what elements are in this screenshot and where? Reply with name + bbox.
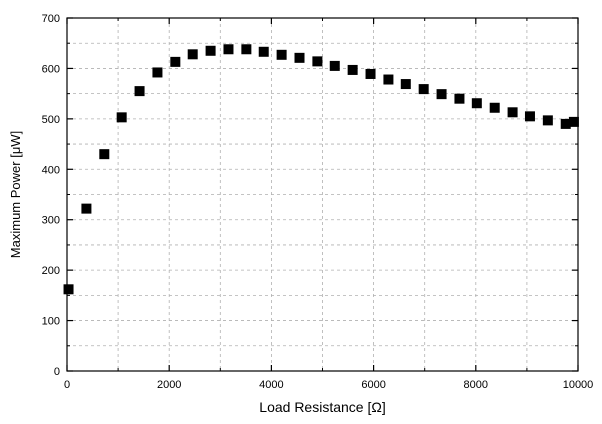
data-point — [471, 98, 482, 109]
axis-labels: Load Resistance [Ω] Maximum Power [μW] — [8, 131, 386, 415]
data-point — [223, 44, 234, 55]
data-point — [365, 68, 376, 79]
x-tick-label: 8000 — [464, 379, 488, 391]
data-point — [542, 115, 553, 126]
data-point — [568, 116, 579, 127]
data-point — [507, 107, 518, 118]
y-tick-label: 700 — [42, 13, 60, 25]
x-tick-label: 10000 — [563, 379, 594, 391]
data-point — [560, 118, 571, 129]
data-point — [400, 79, 411, 90]
data-point — [116, 112, 127, 123]
data-points — [63, 44, 579, 295]
y-tick-label: 200 — [42, 265, 60, 277]
x-tick-label: 4000 — [259, 379, 283, 391]
x-tick-label: 0 — [64, 379, 70, 391]
y-tick-label: 300 — [42, 215, 60, 227]
data-point — [99, 149, 110, 160]
data-point — [152, 67, 163, 78]
y-axis-title: Maximum Power [μW] — [8, 131, 23, 258]
data-point — [63, 284, 74, 295]
x-axis-title: Load Resistance [Ω] — [259, 399, 385, 415]
data-point — [294, 52, 305, 63]
y-tick-label: 100 — [42, 316, 60, 328]
axis-ticks: 0 2000 4000 6000 8000 10000 0 100 200 300 400 500 60… — [42, 13, 594, 391]
data-point — [187, 49, 198, 60]
data-point — [418, 84, 429, 95]
data-point — [383, 74, 394, 85]
data-point — [329, 60, 340, 71]
x-tick-label: 2000 — [157, 379, 181, 391]
data-point — [276, 49, 287, 60]
data-point — [312, 56, 323, 67]
x-tick-label: 6000 — [361, 379, 385, 391]
data-point — [524, 111, 535, 122]
data-point — [454, 93, 465, 104]
y-tick-label: 0 — [54, 366, 60, 378]
data-point — [258, 46, 269, 57]
data-point — [205, 45, 216, 56]
data-point — [170, 56, 181, 67]
data-point — [241, 44, 252, 55]
data-point — [347, 64, 358, 75]
y-tick-label: 600 — [42, 63, 60, 75]
data-point — [489, 102, 500, 113]
y-tick-label: 500 — [42, 114, 60, 126]
grid-layer — [67, 18, 578, 371]
data-point — [134, 86, 145, 97]
y-tick-label: 400 — [42, 164, 60, 176]
data-point — [81, 203, 92, 214]
data-point — [436, 89, 447, 100]
